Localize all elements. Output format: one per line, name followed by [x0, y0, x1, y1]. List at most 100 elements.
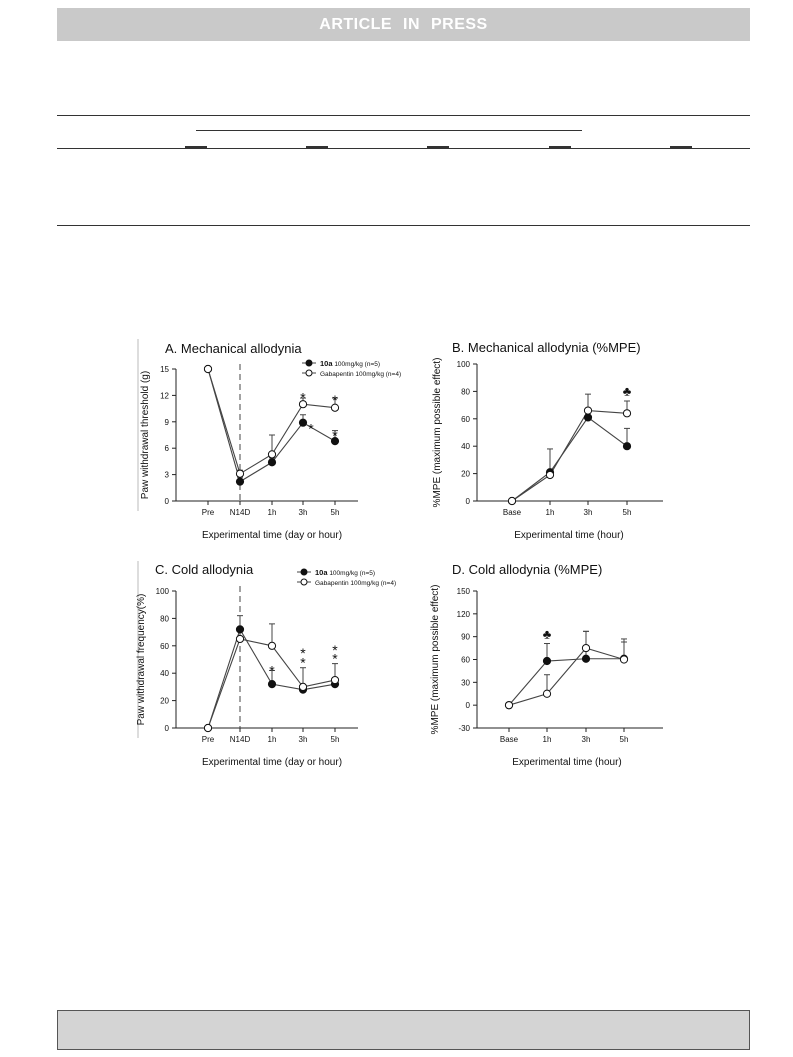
point-10a: [267, 458, 277, 467]
y-axis-label: Paw withdrawal frequency(%): [136, 594, 147, 726]
significance-asterisk: *: [269, 663, 275, 679]
point-10a: [583, 413, 593, 422]
y-tick-label: 0: [466, 497, 471, 506]
point-gabapentin: [267, 641, 277, 650]
point-gabapentin: [203, 723, 213, 733]
x-axis-label: Experimental time (day or hour): [202, 757, 342, 768]
y-tick-label: 30: [461, 678, 470, 687]
y-tick-label: 20: [160, 697, 169, 706]
chart-title: D. Cold allodynia (%MPE): [452, 562, 602, 577]
significance-club-mark: ♣: [543, 626, 552, 641]
y-tick-label: 0: [165, 724, 170, 733]
chart-title: A. Mechanical allodynia: [165, 341, 302, 356]
y-tick-label: -30: [458, 724, 470, 733]
point-gabapentin: [298, 682, 308, 692]
y-tick-label: 40: [461, 442, 470, 451]
x-tick-label: N14D: [230, 508, 251, 517]
legend-marker: [300, 578, 308, 586]
y-tick-label: 90: [461, 633, 470, 642]
point-10a: [267, 680, 277, 689]
x-tick-label: 5h: [331, 508, 340, 517]
point-10a: [235, 477, 245, 486]
y-tick-label: 80: [461, 387, 470, 396]
y-tick-label: 0: [165, 497, 170, 506]
chart-panel-a: A. Mechanical allodynia 0 3 6 9 12 15 Pre N14D 1h…: [137, 339, 401, 541]
x-tick-label: 3h: [299, 735, 308, 744]
point-10a: [235, 625, 245, 634]
y-tick-label: 0: [466, 701, 471, 710]
point-gabapentin: [330, 675, 340, 685]
series-line: [511, 410, 628, 502]
point-gabapentin: [330, 403, 340, 412]
point-10a: [542, 656, 552, 666]
point-gabapentin: [504, 701, 514, 710]
series-line: [508, 647, 625, 706]
table-column-stub: [670, 146, 692, 148]
x-tick-label: 1h: [543, 735, 552, 744]
point-gabapentin: [203, 364, 213, 374]
significance-asterisk: *: [332, 427, 338, 443]
point-gabapentin: [235, 469, 245, 478]
point-gabapentin: [622, 409, 632, 418]
chart-panel-b: B. Mechanical allodynia (%MPE) 0 20 40 60 80 1…: [432, 340, 663, 541]
table-span-rule: [196, 130, 582, 131]
y-tick-label: 3: [165, 471, 170, 480]
article-in-press-banner: ARTICLE IN PRESS: [57, 8, 750, 41]
table-bottom-rule: [57, 225, 750, 226]
point-gabapentin: [507, 496, 517, 506]
legend-label: Gabapentin 100mg/kg (n=4): [320, 371, 401, 378]
y-axis-label: Paw withdrawal threshold (g): [140, 371, 151, 499]
point-gabapentin: [545, 470, 555, 480]
point-gabapentin: [583, 406, 593, 415]
x-tick-label: 3h: [584, 508, 593, 517]
x-tick-label: 1h: [546, 508, 555, 517]
x-axis-label: Experimental time (hour): [512, 757, 621, 768]
y-tick-label: 100: [457, 360, 471, 369]
x-tick-label: Pre: [202, 508, 215, 517]
table-top-rule: [57, 115, 750, 116]
legend-marker: [305, 369, 313, 377]
point-gabapentin: [235, 634, 245, 644]
point-10a: [622, 442, 632, 451]
point-gabapentin: [619, 655, 629, 664]
y-tick-label: 6: [165, 444, 170, 453]
x-axis-label: Experimental time (day or hour): [202, 530, 342, 541]
chart-panel-c: C. Cold allodynia 0 20 40 60 80 100 Pre N14D 1h 3h…: [136, 561, 396, 768]
chart-title: C. Cold allodynia: [155, 562, 254, 577]
table-column-stub: [306, 146, 328, 148]
y-tick-label: 20: [461, 470, 470, 479]
x-tick-label: 1h: [268, 735, 277, 744]
y-axis-label: %MPE (maximum possible effect): [432, 358, 443, 508]
significance-asterisk: *: [300, 645, 306, 661]
significance-asterisk: *: [332, 650, 338, 666]
x-tick-label: Base: [500, 735, 519, 744]
y-tick-label: 80: [160, 614, 169, 623]
legend-label: Gabapentin 100mg/kg (n=4): [315, 580, 396, 587]
x-tick-label: Pre: [202, 735, 215, 744]
y-tick-label: 100: [156, 587, 170, 596]
y-tick-label: 150: [457, 587, 471, 596]
x-tick-label: 3h: [299, 508, 308, 517]
series-line: [511, 416, 628, 502]
table-column-stub: [549, 146, 571, 148]
point-gabapentin: [267, 450, 277, 459]
significance-club-mark: ♣: [623, 383, 632, 398]
significance-asterisk: *: [332, 642, 338, 658]
x-tick-label: 3h: [582, 735, 591, 744]
y-tick-label: 40: [160, 669, 169, 678]
point-10a: [330, 437, 340, 446]
chart-title: B. Mechanical allodynia (%MPE): [452, 340, 641, 355]
significance-asterisk: *: [300, 655, 306, 671]
x-tick-label: Base: [503, 508, 522, 517]
chart-panel-d: D. Cold allodynia (%MPE) -30 0 30 60 90 120 150…: [430, 562, 663, 768]
y-tick-label: 9: [165, 418, 170, 427]
x-tick-label: 5h: [620, 735, 629, 744]
x-tick-label: 5h: [623, 508, 632, 517]
y-tick-label: 12: [160, 391, 169, 400]
x-axis-label: Experimental time (hour): [514, 530, 623, 541]
point-gabapentin: [542, 689, 552, 698]
table-header-rule: [57, 148, 750, 149]
y-tick-label: 60: [461, 656, 470, 665]
significance-asterisk: *: [332, 392, 338, 408]
x-tick-label: 5h: [331, 735, 340, 744]
